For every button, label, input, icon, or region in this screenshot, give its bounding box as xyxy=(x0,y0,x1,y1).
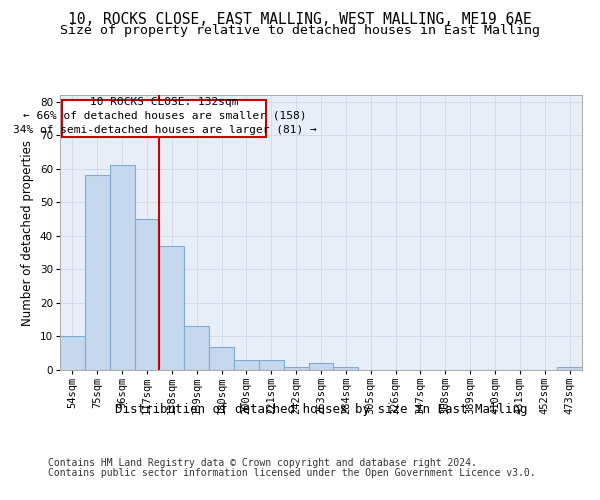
Text: 10, ROCKS CLOSE, EAST MALLING, WEST MALLING, ME19 6AE: 10, ROCKS CLOSE, EAST MALLING, WEST MALL… xyxy=(68,12,532,28)
Bar xyxy=(259,360,284,370)
Bar xyxy=(334,366,358,370)
Bar xyxy=(160,246,184,370)
FancyBboxPatch shape xyxy=(62,100,266,137)
Bar xyxy=(184,326,209,370)
Bar xyxy=(308,364,334,370)
Text: Contains HM Land Registry data © Crown copyright and database right 2024.: Contains HM Land Registry data © Crown c… xyxy=(48,458,477,468)
Bar xyxy=(134,219,160,370)
Bar xyxy=(209,346,234,370)
Bar xyxy=(85,176,110,370)
Bar xyxy=(110,166,134,370)
Bar xyxy=(284,366,308,370)
Text: Size of property relative to detached houses in East Malling: Size of property relative to detached ho… xyxy=(60,24,540,37)
Bar xyxy=(234,360,259,370)
Text: 10 ROCKS CLOSE: 132sqm
← 66% of detached houses are smaller (158)
34% of semi-de: 10 ROCKS CLOSE: 132sqm ← 66% of detached… xyxy=(13,96,316,134)
Bar xyxy=(60,336,85,370)
Y-axis label: Number of detached properties: Number of detached properties xyxy=(22,140,34,326)
Bar xyxy=(557,366,582,370)
Text: Distribution of detached houses by size in East Malling: Distribution of detached houses by size … xyxy=(115,402,527,415)
Text: Contains public sector information licensed under the Open Government Licence v3: Contains public sector information licen… xyxy=(48,468,536,478)
